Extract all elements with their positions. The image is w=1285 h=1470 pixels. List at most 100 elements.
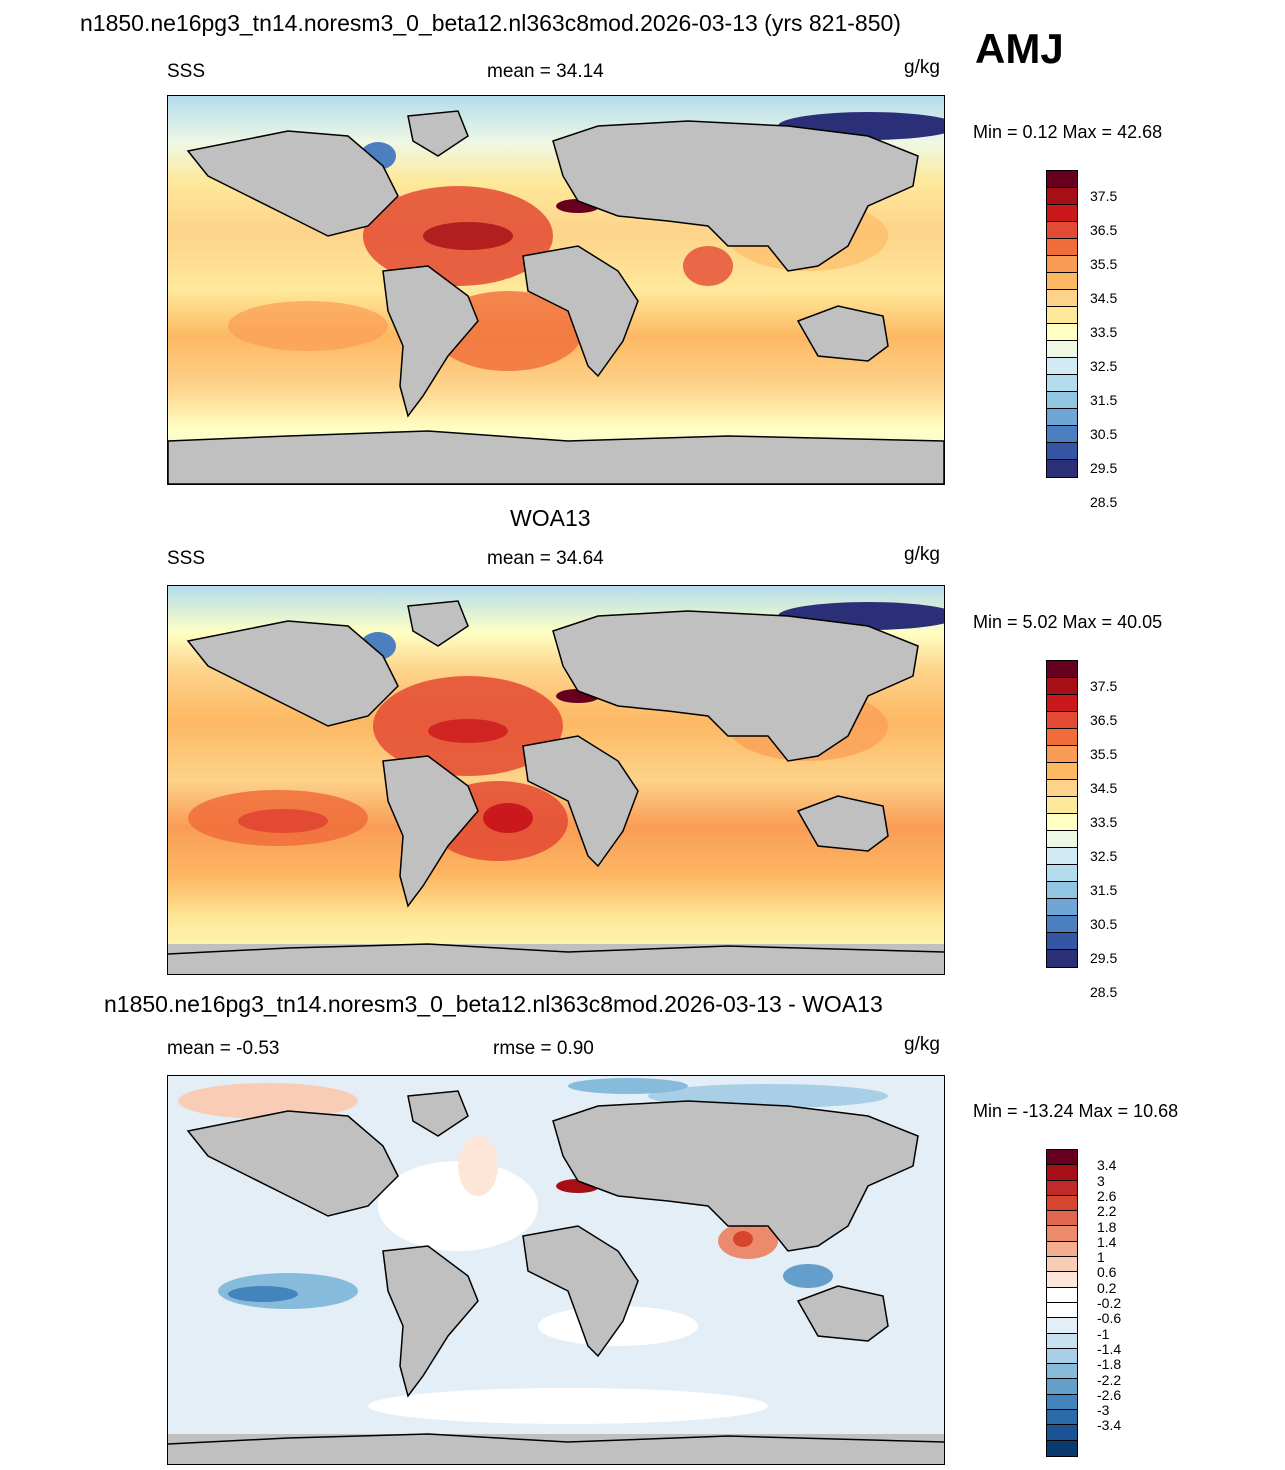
colorbar-tick-label: -1.8: [1097, 1356, 1122, 1373]
colorbar-tick-label: 1.8: [1097, 1218, 1117, 1235]
colorbar-cell: [1047, 1394, 1077, 1411]
colorbar-tick-label: 35.5: [1090, 745, 1118, 762]
colorbar-cell: [1047, 916, 1077, 933]
panel3-units-label: g/kg: [904, 1034, 940, 1055]
colorbar-tick-label: -2.2: [1097, 1371, 1122, 1388]
colorbar-cell: [1047, 1318, 1077, 1334]
colorbar-cell: [1047, 290, 1077, 307]
colorbar-tick-label: -3.4: [1097, 1417, 1122, 1434]
colorbar-cell: [1047, 797, 1077, 814]
colorbar-tick-label: 29.5: [1090, 459, 1118, 476]
colorbar-cell: [1047, 239, 1077, 256]
panel1-mean-label: mean = 34.14: [487, 61, 604, 82]
colorbar-cell: [1047, 865, 1077, 882]
colorbar-cell: [1047, 1195, 1077, 1212]
colorbar-cell: [1047, 780, 1077, 797]
colorbar-cell: [1047, 899, 1077, 916]
colorbar-tick-label: 36.5: [1090, 221, 1118, 238]
colorbar-tick-label: 32.5: [1090, 357, 1118, 374]
colorbar-cell: [1047, 1257, 1077, 1273]
panel3-map: [167, 1075, 945, 1465]
colorbar-cell: [1047, 358, 1077, 375]
colorbar-tick-label: 29.5: [1090, 949, 1118, 966]
colorbar-cell: [1047, 273, 1077, 290]
colorbar-cell: [1047, 1165, 1077, 1181]
colorbar-cell: [1047, 1211, 1077, 1227]
colorbar-tick-label: 32.5: [1090, 847, 1118, 864]
colorbar-tick-label: 1: [1097, 1249, 1105, 1266]
colorbar-tick-label: 0.2: [1097, 1279, 1117, 1296]
panel2-minmax: Min = 5.02 Max = 40.05: [973, 612, 1163, 632]
colorbar-cell: [1047, 678, 1077, 695]
colorbar-tick-label: 37.5: [1090, 677, 1118, 694]
colorbar-cell: [1047, 933, 1077, 950]
colorbar-cell: [1047, 171, 1077, 188]
colorbar-cell: [1047, 712, 1077, 729]
colorbar-cell: [1047, 341, 1077, 358]
colorbar-tick-label: -2.6: [1097, 1386, 1122, 1403]
panel3-mean-label: mean = -0.53: [167, 1038, 280, 1059]
panel3-rmse-label: rmse = 0.90: [493, 1038, 594, 1059]
colorbar-cell: [1047, 324, 1077, 341]
colorbar-cell: [1047, 1180, 1077, 1196]
colorbar-cell: [1047, 950, 1077, 967]
colorbar-tick-label: -1: [1097, 1325, 1110, 1342]
panel2-mean-label: mean = 34.64: [487, 548, 604, 569]
colorbar-tick-label: 34.5: [1090, 289, 1118, 306]
colorbar-tick-label: 28.5: [1090, 983, 1118, 1000]
colorbar-cell: [1047, 426, 1077, 443]
panel3-colorbar: [1046, 1149, 1078, 1457]
colorbar-cell: [1047, 729, 1077, 746]
colorbar-cell: [1047, 1333, 1077, 1349]
colorbar-cell: [1047, 1241, 1077, 1258]
colorbar-cell: [1047, 848, 1077, 865]
colorbar-cell: [1047, 1410, 1077, 1426]
colorbar-cell: [1047, 443, 1077, 460]
panel1-map: [167, 95, 945, 485]
colorbar-tick-label: 3: [1097, 1172, 1105, 1189]
colorbar-cell: [1047, 661, 1077, 678]
colorbar-tick-label: 30.5: [1090, 915, 1118, 932]
colorbar-cell: [1047, 205, 1077, 222]
colorbar-tick-label: 36.5: [1090, 711, 1118, 728]
colorbar-cell: [1047, 1287, 1077, 1303]
panel1-variable-label: SSS: [167, 61, 206, 82]
colorbar-cell: [1047, 222, 1077, 239]
panel2-variable-label: SSS: [167, 548, 206, 569]
colorbar-tick-label: 28.5: [1090, 493, 1118, 510]
colorbar-tick-label: 35.5: [1090, 255, 1118, 272]
panel2-units-label: g/kg: [904, 544, 940, 565]
colorbar-cell: [1047, 1272, 1077, 1288]
panel2-colorbar: [1046, 660, 1078, 968]
panel1-minmax: Min = 0.12 Max = 42.68: [973, 122, 1163, 142]
colorbar-cell: [1047, 375, 1077, 392]
panel2-title: WOA13: [510, 505, 591, 531]
panel2-map: [167, 585, 945, 975]
colorbar-cell: [1047, 1302, 1077, 1319]
colorbar-cell: [1047, 1440, 1077, 1456]
colorbar-cell: [1047, 763, 1077, 780]
colorbar-cell: [1047, 814, 1077, 831]
colorbar-tick-label: 1.4: [1097, 1233, 1117, 1250]
colorbar-cell: [1047, 307, 1077, 324]
colorbar-cell: [1047, 1425, 1077, 1441]
panel1-colorbar: [1046, 170, 1078, 478]
colorbar-tick-label: -0.6: [1097, 1310, 1122, 1327]
panel3-minmax: Min = -13.24 Max = 10.68: [973, 1101, 1179, 1121]
colorbar-tick-label: 30.5: [1090, 425, 1118, 442]
colorbar-cell: [1047, 746, 1077, 763]
colorbar-cell: [1047, 695, 1077, 712]
colorbar-cell: [1047, 1348, 1077, 1365]
panel3-title: n1850.ne16pg3_tn14.noresm3_0_beta12.nl36…: [104, 991, 883, 1017]
colorbar-cell: [1047, 1379, 1077, 1395]
season-label: AMJ: [975, 25, 1064, 72]
colorbar-cell: [1047, 409, 1077, 426]
colorbar-tick-label: 33.5: [1090, 813, 1118, 830]
colorbar-tick-label: 33.5: [1090, 323, 1118, 340]
colorbar-cell: [1047, 1150, 1077, 1166]
figure-title: n1850.ne16pg3_tn14.noresm3_0_beta12.nl36…: [80, 10, 901, 36]
colorbar-tick-label: 31.5: [1090, 881, 1118, 898]
colorbar-tick-label: 2.2: [1097, 1203, 1117, 1220]
colorbar-cell: [1047, 188, 1077, 205]
colorbar-tick-label: -0.2: [1097, 1295, 1122, 1311]
